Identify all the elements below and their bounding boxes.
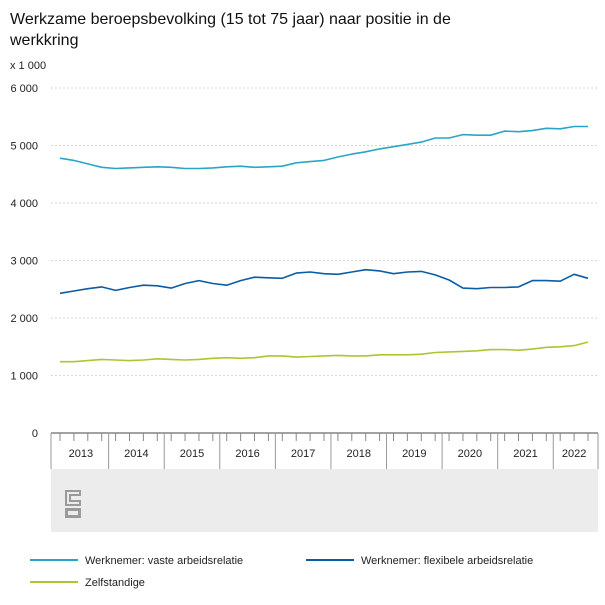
x-year-label: 2014 bbox=[124, 448, 148, 460]
y-tick-label: 2 000 bbox=[10, 313, 38, 325]
y-tick-label: 0 bbox=[32, 428, 38, 440]
x-year-label: 2015 bbox=[180, 448, 204, 460]
series-line bbox=[60, 341, 589, 363]
x-year-label: 2018 bbox=[346, 448, 370, 460]
legend: Werknemer: vaste arbeidsrelatie Werknemer… bbox=[30, 555, 533, 589]
legend-label: Zelfstandige bbox=[85, 577, 145, 589]
x-axis: 2013 2014 2015 2016 2017 2018 2019 2020 2021 2022 bbox=[50, 433, 599, 469]
x-year-label: 2017 bbox=[291, 448, 315, 460]
x-year-label: 2021 bbox=[513, 448, 537, 460]
chart-title-line-2: werkkring bbox=[9, 32, 78, 49]
series-lines bbox=[59, 125, 589, 363]
y-tick-label: 6 000 bbox=[10, 83, 38, 95]
x-year-label: 2013 bbox=[69, 448, 93, 460]
y-unit-label: x 1 000 bbox=[10, 60, 46, 72]
x-year-label: 2016 bbox=[235, 448, 259, 460]
y-tick-label: 3 000 bbox=[10, 256, 38, 268]
legend-label: Werknemer: vaste arbeidsrelatie bbox=[85, 555, 243, 567]
grid-lines bbox=[51, 87, 598, 434]
chart-title-line-1: Werkzame beroepsbevolking (15 tot 75 jaa… bbox=[10, 11, 451, 28]
y-tick-label: 5 000 bbox=[10, 141, 38, 153]
legend-label: Werknemer: flexibele arbeidsrelatie bbox=[361, 555, 533, 567]
y-tick-label: 1 000 bbox=[10, 371, 38, 383]
y-tick-labels: 0 1 000 2 000 3 000 4 000 5 000 6 000 bbox=[10, 83, 38, 440]
series-line bbox=[59, 268, 589, 295]
x-year-label: 2022 bbox=[562, 448, 586, 460]
footer-panel bbox=[51, 469, 598, 532]
y-tick-label: 4 000 bbox=[10, 198, 38, 210]
x-year-label: 2020 bbox=[458, 448, 482, 460]
cbs-logo bbox=[65, 490, 81, 518]
x-year-label: 2019 bbox=[402, 448, 426, 460]
series-line bbox=[59, 125, 588, 170]
